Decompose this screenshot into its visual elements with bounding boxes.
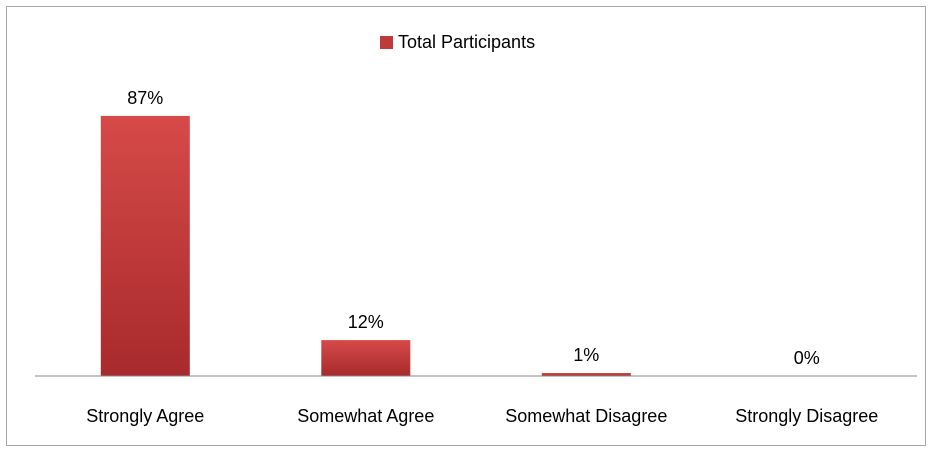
x-tick-label: Somewhat Agree bbox=[297, 406, 434, 426]
data-label: 0% bbox=[794, 348, 820, 368]
legend-swatch bbox=[380, 36, 393, 49]
data-label: 12% bbox=[348, 312, 384, 332]
bar-somewhat-agree bbox=[321, 340, 411, 376]
bars-layer bbox=[100, 115, 631, 377]
x-tick-label: Strongly Disagree bbox=[735, 406, 878, 426]
legend: Total Participants bbox=[380, 32, 535, 53]
bar-somewhat-disagree bbox=[541, 373, 631, 376]
bar-strongly-agree bbox=[100, 115, 190, 377]
data-label: 1% bbox=[573, 345, 599, 365]
x-tick-label: Strongly Agree bbox=[86, 406, 204, 426]
x-tick-label: Somewhat Disagree bbox=[505, 406, 667, 426]
data-label: 87% bbox=[127, 88, 163, 108]
legend-label: Total Participants bbox=[398, 32, 536, 52]
data-labels-layer: 87% 12% 1% 0% bbox=[127, 88, 820, 368]
x-tick-labels-layer: Strongly Agree Somewhat Agree Somewhat Dis… bbox=[86, 406, 878, 426]
